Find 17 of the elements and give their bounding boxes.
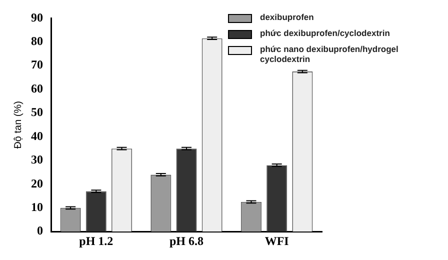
y-tick-label: 20 [31, 176, 43, 190]
y-tick-label: 10 [31, 200, 43, 214]
legend-label: dexibuprofen [260, 12, 314, 22]
y-tick-label: 0 [37, 224, 43, 238]
y-tick-label: 40 [31, 128, 43, 143]
x-tick-label: WFI [264, 234, 290, 248]
y-tick-label: 30 [31, 152, 43, 167]
y-tick-label: 80 [31, 34, 43, 48]
x-tick-label: pH 6.8 [169, 234, 204, 248]
y-tick-label: 60 [31, 81, 43, 96]
y-tick-label: 90 [31, 10, 43, 24]
y-tick-label: 50 [31, 105, 43, 120]
legend-label: phức nano dexibuprofen/hydrogel cyclodextrin [260, 44, 400, 64]
y-axis-title: Độ tan (%) [12, 101, 24, 149]
x-tick-label: pH 1.2 [79, 234, 114, 248]
legend-label: phức dexibuprofen/cyclodextrin [260, 28, 390, 38]
y-tick-label: 70 [31, 58, 43, 72]
